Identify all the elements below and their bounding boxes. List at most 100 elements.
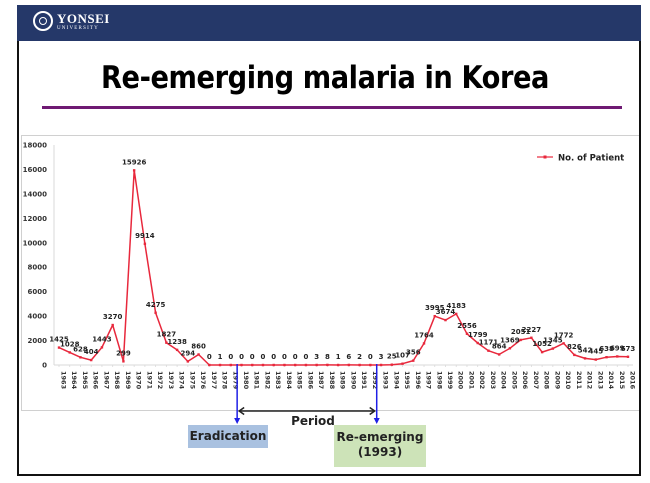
data-point xyxy=(551,347,555,350)
data-label: 1 xyxy=(336,353,341,361)
x-tick-label: 1981 xyxy=(253,371,261,390)
data-label: 0 xyxy=(271,353,276,361)
data-point xyxy=(573,353,576,357)
data-label: 0 xyxy=(228,353,233,361)
reemerging-label: Re-emerging xyxy=(336,430,424,444)
data-point xyxy=(315,363,318,367)
data-label: 1443 xyxy=(92,335,112,343)
x-tick-label: 1982 xyxy=(263,371,271,389)
data-label: 542 xyxy=(578,346,593,354)
x-tick-label: 1969 xyxy=(124,371,132,390)
data-point xyxy=(261,363,265,367)
arrow-down-icon xyxy=(373,418,380,424)
data-label: 628 xyxy=(73,345,88,353)
data-label: 860 xyxy=(191,342,206,350)
x-tick-label: 1984 xyxy=(285,371,293,390)
y-tick-label: 4000 xyxy=(28,313,48,321)
data-label: 9914 xyxy=(135,232,155,240)
data-label: 25 xyxy=(387,353,397,361)
data-point xyxy=(433,314,436,318)
data-point xyxy=(100,346,104,349)
data-label: 864 xyxy=(492,342,507,350)
x-tick-label: 2001 xyxy=(467,371,475,390)
slide-frame xyxy=(17,5,641,476)
x-tick-label: 1965 xyxy=(81,371,89,390)
data-point xyxy=(358,363,361,367)
x-tick-label: 1977 xyxy=(210,371,218,389)
data-point xyxy=(132,169,136,172)
x-tick-label: 1997 xyxy=(425,371,433,389)
y-tick-label: 12000 xyxy=(23,215,47,223)
data-label: 1425 xyxy=(49,336,69,344)
x-tick-label: 2007 xyxy=(532,371,540,389)
data-point xyxy=(154,311,157,314)
x-tick-label: 1967 xyxy=(102,371,110,389)
y-axis: 0 2000 4000 6000 8000 10000 12000 14000 16000 180… xyxy=(23,142,55,370)
x-tick-label: 1998 xyxy=(435,371,443,390)
data-label: 4275 xyxy=(146,301,166,309)
data-label: 0 xyxy=(368,353,373,361)
data-point xyxy=(455,312,458,316)
data-point xyxy=(616,355,619,358)
data-label: 2556 xyxy=(457,322,477,330)
data-point xyxy=(175,348,179,352)
x-tick-label: 1974 xyxy=(178,371,186,390)
data-label: 1238 xyxy=(167,338,187,346)
x-tick-label: 1975 xyxy=(188,371,196,390)
data-label: 3 xyxy=(379,353,384,361)
data-point xyxy=(304,363,308,367)
period-label: Period xyxy=(291,414,335,428)
y-tick-label: 16000 xyxy=(23,166,47,174)
x-tick-label: 1994 xyxy=(392,371,400,390)
data-point xyxy=(347,363,351,367)
x-tick-label: 2008 xyxy=(543,371,551,390)
data-point xyxy=(240,363,243,367)
data-label: 0 xyxy=(207,353,212,361)
data-label: 1764 xyxy=(414,331,434,339)
x-tick-label: 2016 xyxy=(629,371,637,390)
data-point xyxy=(530,336,533,339)
data-labels: 1425102862840414433270299159269914427518… xyxy=(49,158,635,361)
data-point xyxy=(326,363,329,367)
x-tick-label: 2015 xyxy=(618,371,626,390)
data-point xyxy=(540,350,544,354)
data-label: 1369 xyxy=(500,336,520,344)
x-tick-label: 2014 xyxy=(607,371,615,390)
y-tick-label: 2000 xyxy=(28,337,48,345)
data-label: 1827 xyxy=(157,331,177,339)
legend-marker-icon xyxy=(543,155,547,159)
x-tick-label: 2011 xyxy=(575,371,583,390)
data-label: 356 xyxy=(406,349,421,357)
x-tick-label: 1990 xyxy=(349,371,357,390)
data-point xyxy=(229,363,232,367)
x-tick-label: 1996 xyxy=(414,371,422,390)
data-point xyxy=(165,341,168,344)
data-point xyxy=(465,332,469,335)
x-tick-label: 1987 xyxy=(317,371,325,389)
data-point xyxy=(79,356,82,359)
vertical-markers xyxy=(234,364,380,424)
series-line xyxy=(58,169,629,366)
data-point xyxy=(293,363,297,367)
data-label: 299 xyxy=(116,349,131,357)
data-point xyxy=(68,351,71,354)
x-tick-label: 1963 xyxy=(60,371,68,389)
data-label: 107 xyxy=(395,352,410,360)
x-tick-label: 2009 xyxy=(553,371,561,390)
data-point xyxy=(218,363,222,367)
y-tick-label: 0 xyxy=(42,362,47,370)
arrow-right-icon xyxy=(369,406,377,416)
x-tick-label: 1988 xyxy=(328,371,336,390)
legend-label: No. of Patient xyxy=(558,154,624,164)
data-point xyxy=(487,349,490,352)
data-point xyxy=(283,363,286,367)
data-point xyxy=(336,363,340,367)
title-divider xyxy=(42,106,622,109)
data-point xyxy=(90,358,93,362)
x-tick-label: 1976 xyxy=(199,371,207,390)
data-label: 1772 xyxy=(554,331,574,339)
data-label: 826 xyxy=(567,343,582,351)
data-label: 2227 xyxy=(522,326,542,334)
x-tick-label: 2002 xyxy=(478,371,486,389)
data-point xyxy=(626,355,630,358)
